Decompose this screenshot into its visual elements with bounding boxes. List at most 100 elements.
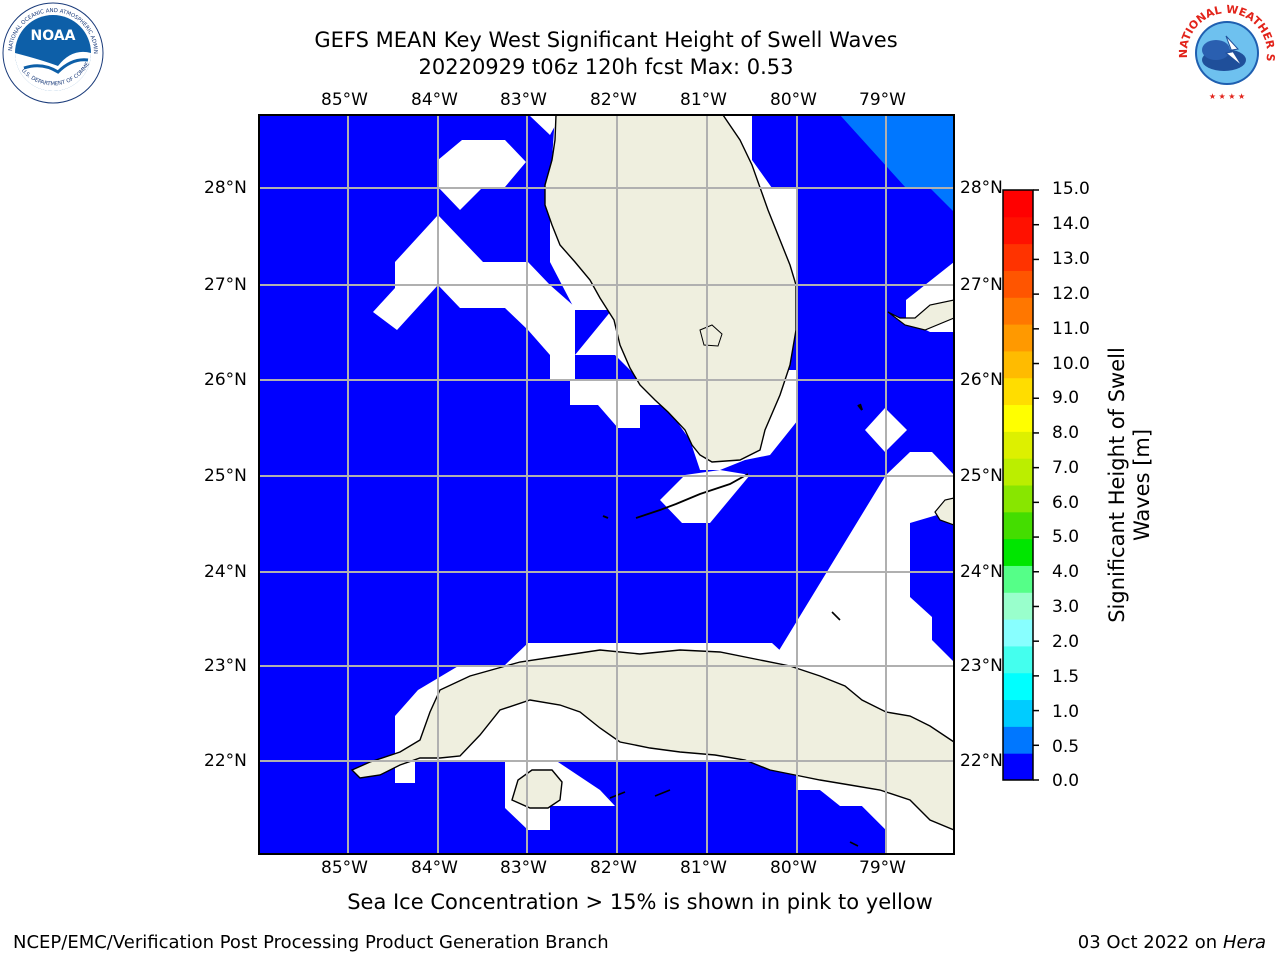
bahamas-land xyxy=(934,497,954,526)
lon-label-top: 85°W xyxy=(321,90,368,110)
map-subtitle-run-info: 20220929 t06z 120h fcst Max: 0.53 xyxy=(418,55,794,79)
colorbar-segment xyxy=(1003,592,1033,620)
masked-region xyxy=(570,380,640,428)
lat-label-left: 27°N xyxy=(204,275,247,295)
lon-label-bottom: 81°W xyxy=(680,858,727,878)
colorbar-tick-label: 0.5 xyxy=(1052,737,1080,757)
lat-label-right: 27°N xyxy=(960,275,1003,295)
lon-label-top: 81°W xyxy=(680,90,727,110)
colorbar-tick-label: 12.0 xyxy=(1052,284,1090,304)
lat-label-left: 28°N xyxy=(204,178,247,198)
colorbar-segment xyxy=(1003,699,1033,727)
map-title: GEFS MEAN Key West Significant Height of… xyxy=(314,28,898,52)
lon-label-bottom: 84°W xyxy=(411,858,458,878)
florida-keys xyxy=(635,473,749,519)
colorbar-tick-label: 0.0 xyxy=(1052,771,1080,791)
lon-label-bottom: 80°W xyxy=(770,858,817,878)
lon-label-top: 82°W xyxy=(590,90,637,110)
map-frame xyxy=(258,114,955,855)
colorbar-segment xyxy=(1003,350,1033,379)
cuba-land xyxy=(350,649,954,831)
colorbar-tick-label: 10.0 xyxy=(1052,354,1090,374)
colorbar-segment xyxy=(1003,404,1033,432)
lon-label-top: 80°W xyxy=(770,90,817,110)
colorbar-tick-label: 13.0 xyxy=(1052,249,1090,269)
lon-label-bottom: 79°W xyxy=(859,858,906,878)
sea-ice-note: Sea Ice Concentration > 15% is shown in … xyxy=(347,890,933,914)
lat-label-right: 23°N xyxy=(960,656,1003,676)
colorbar-tick-label: 3.0 xyxy=(1052,597,1080,617)
bahamas-land xyxy=(887,299,954,331)
florida-keys xyxy=(602,515,609,519)
footer-date: 03 Oct 2022 on Hera xyxy=(1078,932,1266,953)
footer-date-text: 03 Oct 2022 on xyxy=(1077,932,1223,953)
colorbar-tick-label: 1.0 xyxy=(1052,702,1080,722)
cuba-cays xyxy=(849,841,859,847)
lat-label-left: 23°N xyxy=(204,656,247,676)
colorbar-segment xyxy=(1003,431,1033,459)
lon-label-top: 84°W xyxy=(411,90,458,110)
colorbar-tick-label: 4.0 xyxy=(1052,562,1080,582)
lat-label-right: 25°N xyxy=(960,466,1003,486)
colorbar-segment xyxy=(1003,243,1033,271)
colorbar-segment xyxy=(1003,726,1033,754)
graticule xyxy=(259,115,954,854)
colorbar-tick-label: 8.0 xyxy=(1052,423,1080,443)
colorbar-title-line2: Waves [m] xyxy=(1130,428,1154,542)
colorbar-tick-label: 2.0 xyxy=(1052,632,1080,652)
lat-label-right: 24°N xyxy=(960,562,1003,582)
colorbar-segment xyxy=(1003,511,1033,540)
colorbar-title-line1: Significant Height of Swell xyxy=(1105,347,1129,623)
footer-credit: NCEP/EMC/Verification Post Processing Pr… xyxy=(13,932,609,953)
colorbar-segment xyxy=(1003,377,1033,406)
colorbar-segment xyxy=(1003,297,1033,325)
colorbar-segment xyxy=(1003,270,1033,298)
colorbar-tick-label: 15.0 xyxy=(1052,179,1090,199)
masked-region xyxy=(660,470,750,523)
colorbar xyxy=(1002,189,1039,781)
lon-label-bottom: 82°W xyxy=(590,858,637,878)
lat-label-right: 22°N xyxy=(960,751,1003,771)
nws-logo: NATIONAL WEATHER SERVICE ★ ★ ★ ★ xyxy=(1176,2,1277,102)
masked-region xyxy=(438,140,526,210)
masked-region xyxy=(373,215,575,380)
colorbar-segment xyxy=(1003,216,1033,245)
bahamas-land xyxy=(831,611,841,621)
colorbar-tick-label: 1.5 xyxy=(1052,667,1080,687)
lon-label-top: 79°W xyxy=(859,90,906,110)
lat-label-left: 26°N xyxy=(204,370,247,390)
colorbar-tick-label: 11.0 xyxy=(1052,319,1090,339)
map-panel xyxy=(258,114,955,855)
lake-okeechobee xyxy=(699,324,723,347)
colorbar-segment xyxy=(1003,538,1033,566)
nws-stars: ★ ★ ★ ★ xyxy=(1209,92,1245,101)
noaa-logo: NOAA NATIONAL OCEANIC AND ATMOSPHERIC AD… xyxy=(2,2,104,104)
noaa-logo-text: NOAA xyxy=(31,28,76,44)
colorbar-tick-label: 14.0 xyxy=(1052,214,1090,234)
colorbar-segment xyxy=(1003,565,1033,593)
colorbar-segment xyxy=(1003,672,1033,701)
lat-label-left: 22°N xyxy=(204,751,247,771)
lat-label-right: 28°N xyxy=(960,178,1003,198)
colorbar-tick-label: 6.0 xyxy=(1052,493,1080,513)
colorbar-tick-label: 7.0 xyxy=(1052,458,1080,478)
colorbar-segment xyxy=(1003,324,1033,352)
colorbar-tick-label: 5.0 xyxy=(1052,527,1080,547)
colorbar-tick-label: 9.0 xyxy=(1052,388,1080,408)
colorbar-segment xyxy=(1003,190,1033,218)
footer-host: Hera xyxy=(1222,932,1266,953)
colorbar-segment xyxy=(1003,458,1033,486)
bahamas-land xyxy=(857,403,863,411)
colorbar-segment xyxy=(1003,619,1033,647)
lat-label-right: 26°N xyxy=(960,370,1003,390)
colorbar-segment xyxy=(1003,645,1033,674)
lon-label-bottom: 85°W xyxy=(321,858,368,878)
florida-land xyxy=(544,115,797,463)
lon-label-top: 83°W xyxy=(500,90,547,110)
colorbar-segment xyxy=(1003,485,1033,513)
colorbar-segment xyxy=(1003,753,1033,781)
colorbar-frame xyxy=(1002,189,1034,781)
masked-region xyxy=(529,115,561,135)
lat-label-left: 25°N xyxy=(204,466,247,486)
lat-label-left: 24°N xyxy=(204,562,247,582)
